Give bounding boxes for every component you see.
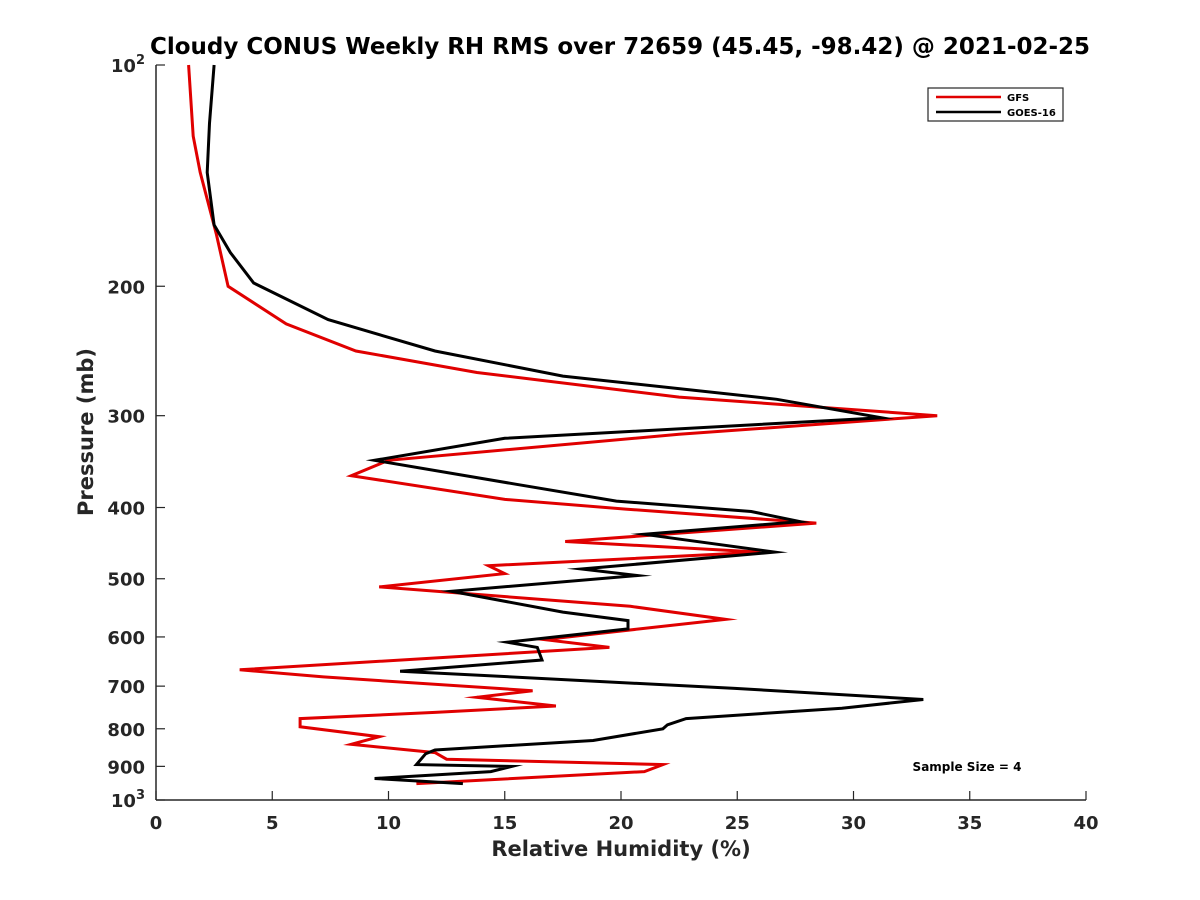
y-tick-label: 700 xyxy=(107,677,145,698)
series-line-gfs xyxy=(187,64,938,786)
y-tick-label: 103 xyxy=(111,788,145,812)
legend-items: GFS GOES-16 xyxy=(936,93,1056,119)
y-tick-label: 800 xyxy=(107,720,145,741)
y-tick-label: 300 xyxy=(107,407,145,428)
x-axis-ticks: 0 5 10 15 20 25 30 35 40 xyxy=(150,791,1099,834)
y-axis-ticks: 102 200 300 400 500 600 700 800 900 103 xyxy=(107,53,165,812)
legend: GFS GOES-16 xyxy=(927,87,1064,122)
legend-label-gfs: GFS xyxy=(1007,93,1029,104)
legend-box xyxy=(927,87,1064,122)
x-tick-label: 40 xyxy=(1073,813,1098,834)
x-tick-label: 10 xyxy=(376,813,401,834)
y-tick-label: 400 xyxy=(107,499,145,520)
x-axis-label: Relative Humidity (%) xyxy=(491,837,750,861)
chart-title: Cloudy CONUS Weekly RH RMS over 72659 (4… xyxy=(150,34,1090,60)
sample-size-annotation: Sample Size = 4 xyxy=(913,760,1022,774)
x-tick-label: 30 xyxy=(841,813,866,834)
y-tick-label: 500 xyxy=(107,570,145,591)
x-tick-label: 0 xyxy=(150,813,163,834)
y-tick-label: 102 xyxy=(111,53,145,77)
series-line-goes-16 xyxy=(205,64,924,786)
y-tick-label: 200 xyxy=(107,277,145,298)
x-tick-label: 20 xyxy=(608,813,633,834)
plot-area: 0 5 10 15 20 25 30 35 40 102 200 300 400 500 600 700 80… xyxy=(107,53,1098,834)
series-layer xyxy=(187,64,938,786)
x-tick-label: 15 xyxy=(492,813,517,834)
y-tick-label: 900 xyxy=(107,757,145,778)
y-axis-label: Pressure (mb) xyxy=(74,348,98,516)
y-tick-label: 600 xyxy=(107,628,145,649)
legend-label-goes-16: GOES-16 xyxy=(1007,108,1056,119)
x-tick-label: 5 xyxy=(266,813,279,834)
x-tick-label: 25 xyxy=(725,813,750,834)
x-tick-label: 35 xyxy=(957,813,982,834)
